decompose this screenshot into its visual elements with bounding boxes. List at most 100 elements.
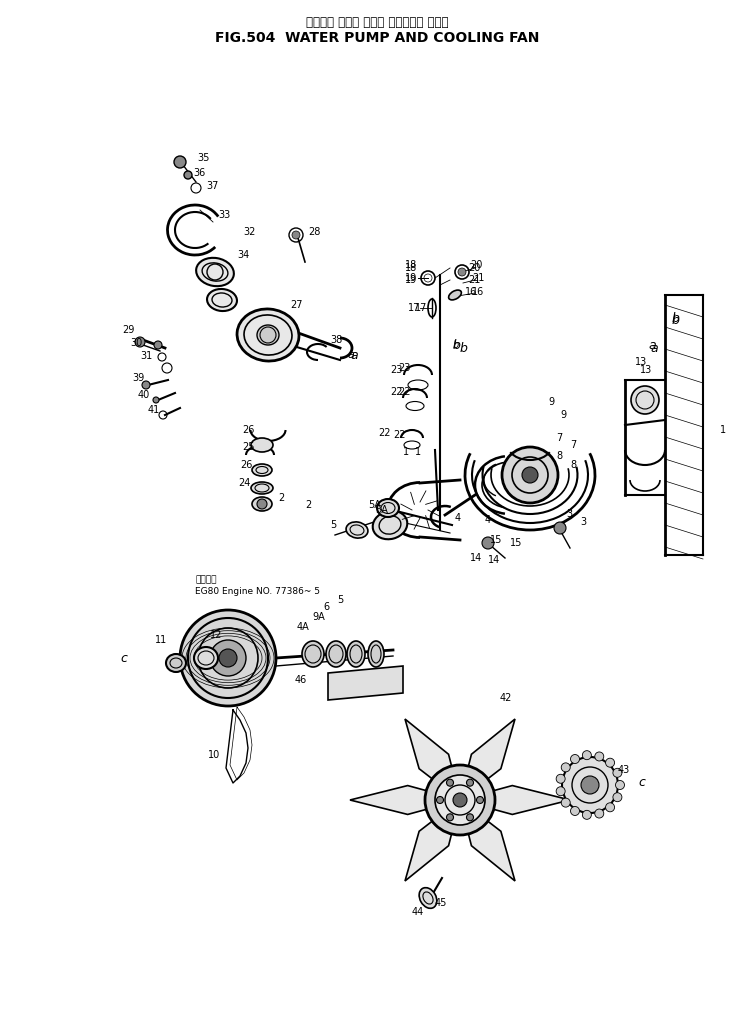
Text: 2: 2 — [305, 500, 311, 510]
Text: 41: 41 — [148, 405, 160, 415]
Text: a: a — [650, 342, 658, 355]
Text: 9: 9 — [560, 410, 566, 420]
Circle shape — [554, 522, 566, 534]
Text: 20: 20 — [468, 263, 480, 273]
Circle shape — [142, 381, 150, 389]
Text: c: c — [120, 652, 127, 664]
Text: a: a — [648, 339, 655, 352]
Text: ウォータ ポンプ および クーリング ファン: ウォータ ポンプ および クーリング ファン — [306, 15, 448, 28]
Text: 45: 45 — [435, 898, 448, 908]
Circle shape — [571, 806, 580, 815]
Circle shape — [174, 156, 186, 168]
Polygon shape — [464, 786, 570, 814]
Circle shape — [613, 769, 622, 778]
Ellipse shape — [237, 309, 299, 361]
Text: 1: 1 — [403, 447, 409, 457]
Text: 8: 8 — [556, 451, 562, 461]
Circle shape — [210, 640, 246, 676]
Text: FIG.504  WATER PUMP AND COOLING FAN: FIG.504 WATER PUMP AND COOLING FAN — [215, 31, 539, 45]
Text: 32: 32 — [243, 227, 255, 237]
Circle shape — [561, 798, 570, 807]
Ellipse shape — [326, 641, 346, 667]
Circle shape — [562, 757, 618, 813]
Text: 2: 2 — [278, 493, 284, 503]
Text: 3: 3 — [566, 509, 572, 519]
Text: 9: 9 — [548, 397, 554, 407]
Circle shape — [482, 537, 494, 549]
Text: a: a — [350, 349, 358, 362]
Text: 43: 43 — [618, 765, 630, 775]
Circle shape — [135, 337, 145, 347]
Text: 22: 22 — [390, 387, 402, 397]
Circle shape — [453, 793, 467, 807]
Circle shape — [292, 231, 300, 239]
Ellipse shape — [194, 647, 218, 669]
Circle shape — [606, 758, 615, 768]
Text: 4: 4 — [485, 515, 491, 525]
Polygon shape — [350, 786, 455, 814]
Text: 37: 37 — [206, 182, 218, 191]
Circle shape — [631, 386, 659, 414]
Circle shape — [435, 775, 485, 825]
Text: 39: 39 — [132, 373, 144, 383]
Text: 42: 42 — [500, 693, 513, 703]
Ellipse shape — [302, 641, 324, 667]
Text: 15: 15 — [510, 538, 522, 548]
Text: 5: 5 — [330, 520, 336, 530]
Text: 14: 14 — [488, 555, 501, 565]
Ellipse shape — [166, 654, 186, 672]
Text: 5: 5 — [337, 595, 344, 605]
Ellipse shape — [377, 499, 399, 517]
Circle shape — [467, 814, 473, 820]
Text: 31: 31 — [140, 351, 153, 361]
Ellipse shape — [373, 511, 407, 539]
Text: 22: 22 — [393, 430, 405, 440]
Ellipse shape — [252, 464, 272, 476]
Text: 40: 40 — [138, 390, 150, 400]
Text: EG80 Engine NO. 77386~ 5: EG80 Engine NO. 77386~ 5 — [195, 587, 320, 596]
Circle shape — [556, 775, 565, 783]
Ellipse shape — [257, 325, 279, 345]
Circle shape — [595, 809, 604, 818]
Circle shape — [571, 754, 580, 764]
Text: 16: 16 — [465, 287, 477, 297]
Text: 21: 21 — [472, 273, 485, 283]
Text: 7: 7 — [556, 433, 562, 443]
Text: 44: 44 — [412, 907, 424, 917]
Text: 23: 23 — [398, 363, 411, 373]
Text: 18: 18 — [405, 263, 418, 273]
Ellipse shape — [251, 438, 273, 452]
Circle shape — [476, 797, 483, 803]
Text: 23: 23 — [390, 365, 402, 375]
Circle shape — [180, 610, 276, 706]
Polygon shape — [461, 803, 515, 881]
Text: 4A: 4A — [297, 622, 310, 632]
Text: 9A: 9A — [312, 612, 325, 622]
Text: 25: 25 — [242, 442, 254, 452]
Text: 13: 13 — [635, 357, 647, 367]
Ellipse shape — [346, 522, 368, 538]
Circle shape — [522, 467, 538, 483]
Text: 17: 17 — [408, 303, 421, 313]
Circle shape — [581, 776, 599, 794]
Text: 11: 11 — [155, 635, 168, 645]
Text: 26: 26 — [240, 460, 252, 470]
Circle shape — [595, 752, 604, 760]
Polygon shape — [405, 803, 459, 881]
Circle shape — [582, 810, 591, 819]
Text: 17: 17 — [415, 303, 427, 313]
Text: 16: 16 — [472, 287, 484, 297]
Circle shape — [582, 750, 591, 759]
Text: 5A: 5A — [375, 505, 388, 515]
Text: 13: 13 — [640, 365, 652, 375]
Text: 20: 20 — [470, 260, 482, 270]
Text: c: c — [638, 776, 645, 789]
Text: 10: 10 — [208, 750, 220, 760]
Text: 15: 15 — [490, 535, 502, 545]
Text: 46: 46 — [295, 675, 307, 685]
Circle shape — [219, 649, 237, 667]
Text: 14: 14 — [470, 553, 482, 563]
Text: 適用機種: 適用機種 — [195, 576, 217, 584]
Text: 4: 4 — [455, 513, 461, 523]
Circle shape — [502, 447, 558, 503]
